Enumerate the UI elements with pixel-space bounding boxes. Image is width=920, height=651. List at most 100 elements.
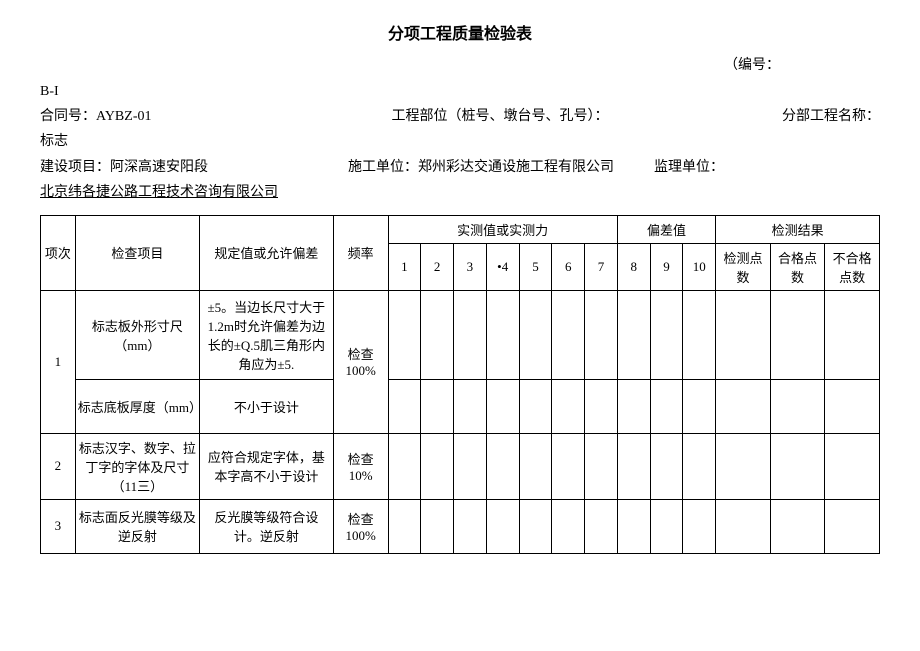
contractor-label: 施工单位： bbox=[348, 160, 418, 175]
cell bbox=[617, 499, 650, 553]
th-spec: 规定值或允许偏差 bbox=[199, 215, 333, 290]
header-code: B-I bbox=[40, 79, 880, 104]
cell bbox=[617, 379, 650, 433]
r1-freq: 检查100% bbox=[333, 290, 388, 433]
th-result: 检测结果 bbox=[716, 215, 880, 243]
cell bbox=[825, 379, 880, 433]
document-title: 分项工程质量检验表 bbox=[40, 20, 880, 44]
cell bbox=[454, 290, 487, 379]
document-number: （编号： bbox=[40, 54, 880, 74]
cell bbox=[585, 499, 618, 553]
header-section: B-I 合同号：AYBZ-01 工程部位（桩号、墩台号、孔号）： 分部工程名称：… bbox=[40, 79, 880, 205]
cell bbox=[617, 433, 650, 499]
cell bbox=[825, 433, 880, 499]
cell bbox=[486, 433, 519, 499]
cell bbox=[552, 290, 585, 379]
cell bbox=[421, 499, 454, 553]
th-n2: 2 bbox=[421, 243, 454, 290]
th-item: 检查项目 bbox=[75, 215, 199, 290]
cell bbox=[585, 379, 618, 433]
cell bbox=[421, 290, 454, 379]
th-freq: 频率 bbox=[333, 215, 388, 290]
contract-value: AYBZ-01 bbox=[96, 109, 152, 124]
cell bbox=[617, 290, 650, 379]
cell bbox=[716, 499, 771, 553]
r3-seq: 3 bbox=[41, 499, 76, 553]
cell bbox=[388, 433, 421, 499]
th-n9: 9 bbox=[650, 243, 683, 290]
cell bbox=[650, 290, 683, 379]
cell bbox=[585, 290, 618, 379]
th-n7: 7 bbox=[585, 243, 618, 290]
r3-freq: 检查100% bbox=[333, 499, 388, 553]
contract-label: 合同号： bbox=[40, 109, 96, 124]
cell bbox=[388, 379, 421, 433]
r3-spec: 反光膜等级符合设计。逆反射 bbox=[199, 499, 333, 553]
cell bbox=[519, 433, 552, 499]
th-n5: 5 bbox=[519, 243, 552, 290]
r1-item1: 标志板外形寸尺（mm） bbox=[75, 290, 199, 379]
cell bbox=[716, 379, 771, 433]
cell bbox=[388, 499, 421, 553]
th-fail: 不合格点数 bbox=[825, 243, 880, 290]
th-n10: 10 bbox=[683, 243, 716, 290]
cell bbox=[770, 379, 825, 433]
cell bbox=[454, 499, 487, 553]
cell bbox=[683, 379, 716, 433]
cell bbox=[650, 499, 683, 553]
cell bbox=[421, 433, 454, 499]
data-row-2: 2 标志汉字、数字、拉丁字的字体及尺寸（11三） 应符合规定字体，基本字高不小于… bbox=[41, 433, 880, 499]
r1-spec2: 不小于设计 bbox=[199, 379, 333, 433]
th-n3: 3 bbox=[454, 243, 487, 290]
data-row-1a: 1 标志板外形寸尺（mm） ±5。当边长尺寸大于1.2m时允许偏差为边长的±Q.… bbox=[41, 290, 880, 379]
cell bbox=[716, 433, 771, 499]
r1-seq: 1 bbox=[41, 290, 76, 433]
cell bbox=[552, 499, 585, 553]
cell bbox=[770, 499, 825, 553]
project-label: 建设项目： bbox=[40, 160, 110, 175]
contractor-value: 郑州彩达交通设施工程有限公司 bbox=[418, 160, 614, 175]
cell bbox=[716, 290, 771, 379]
project-field: 建设项目：阿深高速安阳段 bbox=[40, 155, 208, 180]
th-pass: 合格点数 bbox=[770, 243, 825, 290]
cell bbox=[486, 379, 519, 433]
project-value: 阿深高速安阳段 bbox=[110, 160, 208, 175]
header-row-1: 项次 检查项目 规定值或允许偏差 频率 实测值或实测力 偏差值 检测结果 bbox=[41, 215, 880, 243]
cell bbox=[825, 499, 880, 553]
cell bbox=[486, 290, 519, 379]
r2-item: 标志汉字、数字、拉丁字的字体及尺寸（11三） bbox=[75, 433, 199, 499]
r2-seq: 2 bbox=[41, 433, 76, 499]
subproject-value: 标志 bbox=[40, 134, 68, 149]
r1-item2: 标志底板厚度（mm） bbox=[75, 379, 199, 433]
cell bbox=[454, 433, 487, 499]
cell bbox=[454, 379, 487, 433]
cell bbox=[585, 433, 618, 499]
contract-field: 合同号：AYBZ-01 bbox=[40, 104, 152, 129]
th-deviation: 偏差值 bbox=[617, 215, 715, 243]
cell bbox=[650, 433, 683, 499]
th-measured: 实测值或实测力 bbox=[388, 215, 617, 243]
inspection-table: 项次 检查项目 规定值或允许偏差 频率 实测值或实测力 偏差值 检测结果 1 2… bbox=[40, 215, 880, 554]
supervisor-label: 监理单位： bbox=[654, 155, 724, 180]
cell bbox=[650, 379, 683, 433]
r2-freq: 检查10% bbox=[333, 433, 388, 499]
cell bbox=[388, 290, 421, 379]
data-row-3: 3 标志面反光膜等级及逆反射 反光膜等级符合设计。逆反射 检查100% bbox=[41, 499, 880, 553]
cell bbox=[486, 499, 519, 553]
cell bbox=[552, 433, 585, 499]
cell bbox=[519, 290, 552, 379]
r2-spec: 应符合规定字体，基本字高不小于设计 bbox=[199, 433, 333, 499]
data-row-1b: 标志底板厚度（mm） 不小于设计 bbox=[41, 379, 880, 433]
contractor-field: 施工单位：郑州彩达交通设施工程有限公司 bbox=[348, 155, 614, 180]
cell bbox=[683, 290, 716, 379]
r1-spec1: ±5。当边长尺寸大于1.2m时允许偏差为边长的±Q.5肌三角形内角应为±5. bbox=[199, 290, 333, 379]
th-detect: 检测点数 bbox=[716, 243, 771, 290]
cell bbox=[519, 499, 552, 553]
supervisor-value: 北京纬各捷公路工程技术咨询有限公司 bbox=[40, 185, 278, 200]
th-seq: 项次 bbox=[41, 215, 76, 290]
th-n4: •4 bbox=[486, 243, 519, 290]
cell bbox=[519, 379, 552, 433]
subproject-value-line: 标志 bbox=[40, 129, 880, 154]
cell bbox=[683, 433, 716, 499]
th-n6: 6 bbox=[552, 243, 585, 290]
